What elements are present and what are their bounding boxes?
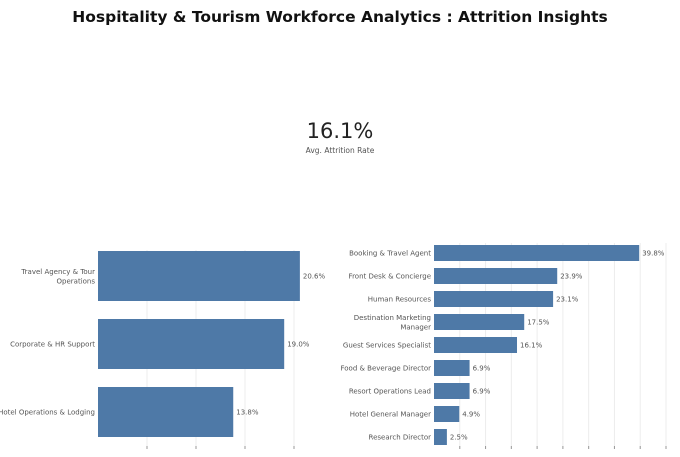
role-category-label: Human Resources [368,296,432,304]
role-data-label: 23.9% [560,273,583,281]
department-bar[interactable] [98,387,234,437]
department-attrition-chart: 20.6% Travel Agency & Tour Operations 19.0%… [0,236,344,453]
role-category-label-line: Human Resources [368,296,432,304]
role-bar[interactable] [434,360,470,376]
role-bar[interactable] [434,337,518,353]
department-data-label: 19.0% [287,341,310,349]
role-category-label: Guest Services Specialist [343,342,431,350]
department-data-label: 13.8% [236,409,259,417]
kpi-label: Avg. Attrition Rate [305,146,375,155]
role-data-label: 6.9% [473,365,491,373]
role-category-label: Destination Marketing Manager [354,314,431,332]
role-category-label-line: Destination Marketing [354,314,431,322]
role-data-label: 16.1% [520,342,543,350]
role-bar[interactable] [434,268,558,284]
role-bar[interactable] [434,406,460,422]
role-category-label: Front Desk & Concierge [349,273,431,281]
role-data-label: 6.9% [473,388,491,396]
department-category-label-line: Travel Agency & Tour [20,268,95,276]
role-category-label: Resort Operations Lead [349,388,431,396]
role-bar[interactable] [434,291,554,307]
department-category-label-line: Hotel Operations & Lodging [0,409,95,417]
role-category-label-line: Hotel General Manager [350,411,431,419]
role-attrition-svg: 39.8% Booking & Travel Agent 23.9% Front De… [340,243,667,449]
role-data-label: 2.5% [450,434,468,442]
role-bar[interactable] [434,383,470,399]
role-category-label-line: Booking & Travel Agent [349,250,431,258]
department-category-label: Corporate & HR Support [10,341,95,349]
department-attrition-svg: 20.6% Travel Agency & Tour Operations 19.0%… [0,250,344,449]
kpi-value: 16.1% [306,119,374,143]
role-category-label-line: Resort Operations Lead [349,388,431,396]
department-category-label-line: Corporate & HR Support [10,341,95,349]
role-data-label: 39.8% [642,250,665,258]
role-category-label: Hotel General Manager [350,411,431,419]
role-attrition-chart: 39.8% Booking & Travel Agent 23.9% Front De… [340,236,680,453]
role-data-label: 23.1% [556,296,579,304]
role-bar[interactable] [434,429,447,445]
dashboard-title: Hospitality & Tourism Workforce Analytic… [72,8,608,26]
role-category-label-line: Guest Services Specialist [343,342,431,350]
role-data-label: 4.9% [462,411,480,419]
role-category-label-line: Research Director [369,434,432,442]
role-category-label-line: Food & Beverage Director [340,365,431,373]
department-bar[interactable] [98,319,285,369]
department-category-label: Hotel Operations & Lodging [0,409,95,417]
department-bar[interactable] [98,251,300,301]
role-bar[interactable] [434,314,525,330]
department-category-label: Travel Agency & Tour Operations [20,268,95,286]
department-data-label: 20.6% [303,273,326,281]
kpi-card: 16.1% Avg. Attrition Rate [0,118,680,155]
department-category-label-line: Operations [57,277,96,285]
role-bar[interactable] [434,245,640,261]
role-category-label: Research Director [369,434,432,442]
role-category-label: Booking & Travel Agent [349,250,431,258]
role-data-label: 17.5% [527,319,550,327]
role-category-label: Food & Beverage Director [340,365,431,373]
role-category-label-line: Front Desk & Concierge [349,273,431,281]
role-category-label-line: Manager [400,323,431,331]
